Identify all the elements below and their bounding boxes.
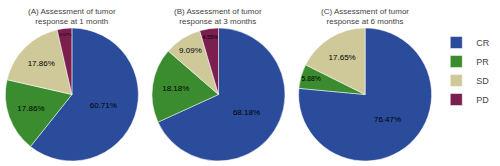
svg-text:76.47%: 76.47%: [374, 115, 401, 124]
svg-text:CR: CR: [476, 38, 489, 48]
svg-text:(A) Assessment of tumorrespons: (A) Assessment of tumorresponse at 1 mon…: [28, 7, 116, 26]
svg-text:17.86%: 17.86%: [28, 59, 55, 68]
svg-text:SD: SD: [476, 76, 489, 86]
svg-text:60.71%: 60.71%: [90, 101, 117, 110]
svg-text:(B) Assessment of tumorrespons: (B) Assessment of tumorresponse at 3 mon…: [174, 7, 262, 26]
svg-text:PR: PR: [476, 57, 489, 67]
svg-text:9.09%: 9.09%: [179, 46, 202, 55]
svg-text:(C) Assessment of tumorrespons: (C) Assessment of tumorresponse at 6 mon…: [321, 7, 409, 26]
svg-text:17.65%: 17.65%: [329, 53, 356, 62]
svg-text:PD: PD: [476, 95, 489, 105]
svg-text:3.57%: 3.57%: [59, 32, 72, 37]
svg-text:4.55%: 4.55%: [203, 34, 219, 40]
svg-text:68.18%: 68.18%: [233, 108, 260, 117]
svg-text:18.18%: 18.18%: [162, 84, 189, 93]
svg-text:17.86%: 17.86%: [17, 104, 44, 113]
svg-text:5.88%: 5.88%: [301, 75, 320, 82]
